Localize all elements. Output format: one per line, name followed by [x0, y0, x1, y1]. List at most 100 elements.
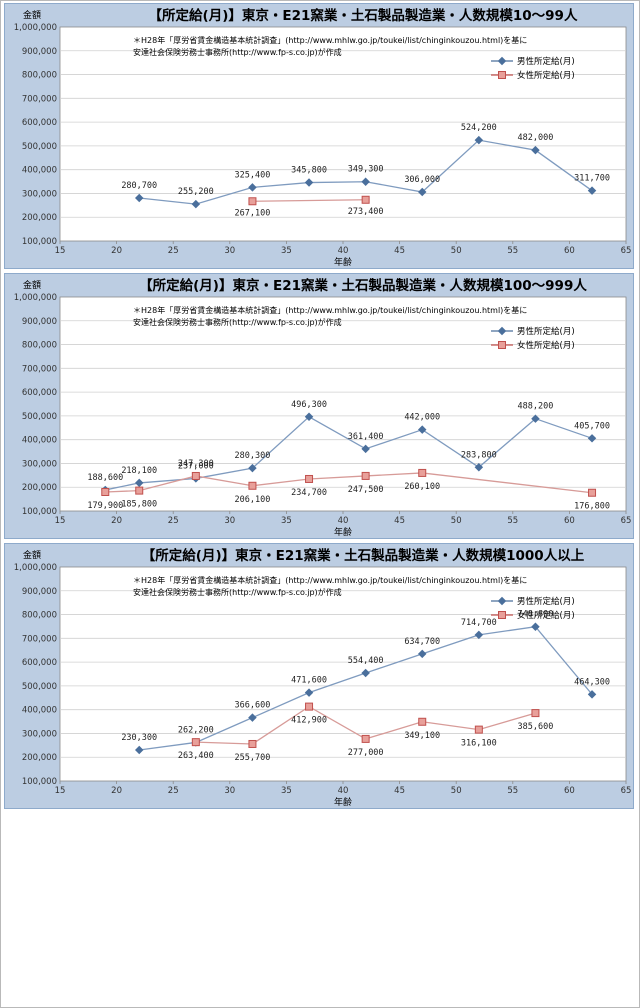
x-tick-label: 55 — [507, 786, 518, 796]
data-point — [191, 199, 201, 209]
y-tick-label: 100,000 — [22, 507, 57, 517]
data-label: 176,800 — [574, 502, 610, 512]
chart-title: 【所定給(月)】東京・E21窯業・土石製品製造業・人数規模10～99人 — [149, 7, 578, 24]
y-tick-label: 600,000 — [22, 388, 57, 398]
data-point — [361, 177, 370, 186]
data-point — [474, 630, 484, 640]
y-tick-label: 200,000 — [22, 213, 57, 223]
data-label: 554,400 — [348, 656, 384, 666]
y-tick-label: 100,000 — [22, 237, 57, 247]
x-tick-label: 25 — [168, 516, 179, 526]
data-point — [531, 414, 540, 423]
y-tick-label: 1,000,000 — [14, 563, 57, 573]
data-label: 345,800 — [291, 166, 327, 176]
data-point — [361, 444, 370, 454]
series-line — [105, 415, 593, 491]
x-tick-label: 30 — [224, 786, 235, 796]
data-label: 349,100 — [404, 731, 440, 741]
data-point — [135, 486, 144, 495]
data-point — [361, 471, 370, 480]
data-label: 262,200 — [178, 725, 214, 735]
x-tick-label: 30 — [224, 246, 235, 256]
legend-marker — [497, 56, 507, 66]
x-tick-label: 65 — [621, 246, 632, 256]
data-label: 230,300 — [121, 733, 157, 743]
data-point — [248, 713, 257, 722]
y-tick-label: 700,000 — [22, 364, 57, 374]
data-point — [418, 717, 427, 726]
data-label: 255,700 — [235, 753, 271, 763]
y-tick-label: 300,000 — [22, 189, 57, 199]
y-tick-label: 600,000 — [22, 118, 57, 128]
legend-label: 女性所定給(月) — [517, 610, 575, 621]
legend-label: 男性所定給(月) — [517, 56, 575, 67]
data-point — [361, 734, 370, 743]
data-point — [248, 463, 257, 473]
y-tick-label: 800,000 — [22, 341, 57, 351]
source-note: ＊H28年「厚労省賃金構造基本統計調査」(http://www.mhlw.go.… — [133, 575, 527, 585]
data-label: 179,900 — [87, 501, 123, 511]
data-label: 234,700 — [291, 488, 327, 498]
y-axis-label: 金額 — [23, 549, 41, 561]
y-tick-label: 400,000 — [22, 706, 57, 716]
source-note: ＊H28年「厚労省賃金構造基本統計調査」(http://www.mhlw.go.… — [133, 305, 527, 315]
data-point — [304, 178, 314, 187]
legend-marker — [498, 341, 506, 349]
data-label: 316,100 — [461, 739, 497, 749]
x-axis-label: 年齢 — [334, 526, 352, 538]
data-label: 385,600 — [518, 722, 554, 732]
x-tick-label: 35 — [281, 246, 292, 256]
data-label: 280,300 — [235, 451, 271, 461]
data-label: 188,600 — [87, 473, 123, 483]
x-tick-label: 30 — [224, 516, 235, 526]
x-tick-label: 20 — [111, 516, 122, 526]
x-tick-label: 40 — [338, 786, 349, 796]
data-point — [361, 668, 370, 678]
data-label: 349,300 — [348, 165, 384, 175]
x-tick-label: 40 — [338, 516, 349, 526]
y-tick-label: 900,000 — [22, 47, 57, 57]
data-label: 206,100 — [235, 495, 271, 505]
x-tick-label: 35 — [281, 516, 292, 526]
source-note: ＊H28年「厚労省賃金構造基本統計調査」(http://www.mhlw.go.… — [133, 35, 527, 45]
data-label: 714,700 — [461, 618, 497, 628]
y-tick-label: 900,000 — [22, 317, 57, 327]
y-tick-label: 700,000 — [22, 634, 57, 644]
legend-label: 男性所定給(月) — [517, 596, 575, 607]
y-tick-label: 600,000 — [22, 658, 57, 668]
data-point — [191, 738, 200, 747]
x-tick-label: 50 — [451, 786, 462, 796]
data-point — [588, 488, 597, 497]
data-point — [587, 434, 597, 443]
x-axis-label: 年齢 — [334, 256, 352, 268]
data-point — [417, 425, 427, 434]
x-tick-label: 55 — [507, 246, 518, 256]
data-point — [304, 688, 314, 697]
data-label: 405,700 — [574, 421, 610, 431]
data-label: 185,800 — [121, 500, 157, 510]
x-tick-label: 15 — [55, 786, 66, 796]
x-tick-label: 50 — [451, 516, 462, 526]
data-point — [191, 471, 200, 480]
data-label: 482,000 — [518, 133, 554, 143]
x-tick-label: 60 — [564, 786, 575, 796]
data-point — [134, 745, 144, 755]
y-tick-label: 800,000 — [22, 71, 57, 81]
y-axis-label: 金額 — [23, 9, 41, 21]
chart-svg: 100,000 200,000 300,000 400,000 500,000 600,0… — [14, 547, 632, 808]
data-point — [531, 709, 540, 718]
legend-marker — [498, 71, 506, 79]
data-point — [474, 725, 483, 734]
data-label: 277,000 — [348, 748, 384, 758]
series-line — [105, 472, 593, 494]
x-tick-label: 35 — [281, 786, 292, 796]
x-tick-label: 60 — [564, 246, 575, 256]
series-line — [252, 199, 366, 202]
chart-title: 【所定給(月)】東京・E21窯業・土石製品製造業・人数規模100～999人 — [139, 277, 587, 294]
y-tick-label: 300,000 — [22, 459, 57, 469]
legend-marker — [498, 611, 506, 619]
y-tick-label: 100,000 — [22, 777, 57, 787]
data-point — [474, 135, 484, 145]
data-label: 361,400 — [348, 432, 384, 442]
x-tick-label: 45 — [394, 516, 405, 526]
